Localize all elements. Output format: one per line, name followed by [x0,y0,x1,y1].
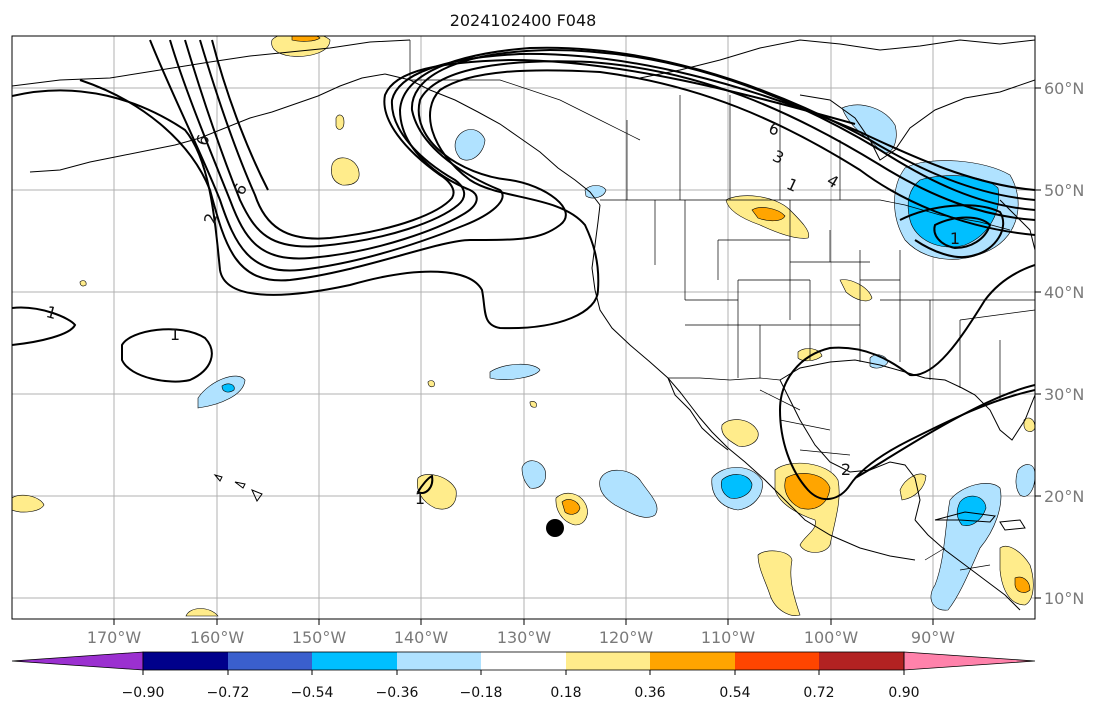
colorbar-tick-label: 0.36 [634,685,665,701]
colorbar-bin [650,652,735,670]
colorbar-tick-label: −0.54 [291,685,334,701]
contour-label: 1 [170,325,180,344]
lat-label: 10°N [1044,589,1084,608]
colorbar-tick-label: 0.54 [719,685,750,701]
colorbar-bin [397,652,481,670]
lat-label: 40°N [1044,283,1084,302]
colorbar-tick-label: −0.90 [122,685,165,701]
lon-label: 110°W [701,628,756,647]
colorbar-bin [143,652,228,670]
colorbar: −0.90 −0.72 −0.54 −0.36 −0.18 0.18 0.36 … [12,652,1035,701]
colorbar-bin [312,652,397,670]
colorbar-extend-high [904,652,1035,670]
colorbar-tick-label: −0.72 [207,685,250,701]
colorbar-bin [819,652,904,670]
colorbar-bin [735,652,819,670]
lon-label: 130°W [497,628,552,647]
anomaly-yellow-1 [336,115,344,130]
contour-label: 1 [415,489,425,508]
colorbar-bin [566,652,650,670]
lat-label: 20°N [1044,487,1084,506]
lon-label: 100°W [804,628,859,647]
latitude-labels: 60°N 50°N 40°N 30°N 20°N 10°N [1044,79,1084,608]
lon-label: 140°W [394,628,449,647]
colorbar-extend-low [12,652,143,670]
anomaly-yellow-tiny-1 [80,281,86,286]
colorbar-tick-label: −0.36 [376,685,419,701]
colorbar-tick-label: 0.90 [888,685,919,701]
lat-label: 30°N [1044,385,1084,404]
storm-position-marker [546,519,564,537]
latitude-ticks [1035,88,1041,598]
lon-label: 150°W [292,628,347,647]
lon-label: 170°W [87,628,142,647]
lon-label: 120°W [599,628,654,647]
contour-label: 1 [950,229,960,248]
lon-label: 160°W [190,628,245,647]
colorbar-bin [228,652,312,670]
colorbar-tick-label: −0.18 [460,685,503,701]
lat-label: 60°N [1044,79,1084,98]
lat-label: 50°N [1044,181,1084,200]
anomaly-yellow-tiny-2 [428,381,434,387]
colorbar-ticks [143,670,904,675]
colorbar-bin [481,652,566,670]
colorbar-tick-label: 0.72 [803,685,834,701]
map-title: 2024102400 F048 [450,11,597,30]
longitude-labels: 170°W 160°W 150°W 140°W 130°W 120°W 110°… [87,628,955,647]
anomaly-cyan-hawaii-ne [222,384,234,392]
map-panel: 6 3 1 4 6 2 6 1 1 1 1 2 [12,33,1035,620]
colorbar-tick-label: 0.18 [550,685,581,701]
lon-label: 90°W [911,628,955,647]
contour-label: 2 [841,460,851,479]
longitude-ticks [114,619,933,625]
